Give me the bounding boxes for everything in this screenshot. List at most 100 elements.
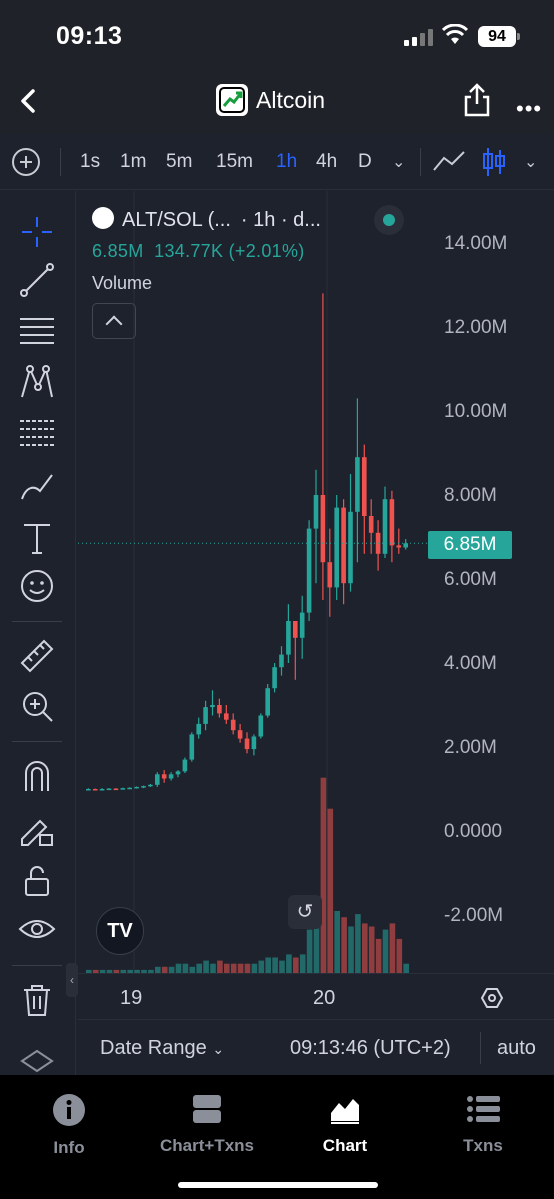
- trend-line-icon[interactable]: [18, 261, 56, 299]
- candle-body: [237, 730, 243, 739]
- chart-area[interactable]: ALT/SOL (... · 1h · d... 6.85M 134.77K (+…: [78, 191, 554, 973]
- chart-settings-icon[interactable]: [480, 986, 504, 1010]
- zoom-in-icon[interactable]: [18, 687, 56, 725]
- volume-bar: [293, 957, 299, 973]
- trash-icon[interactable]: [18, 981, 56, 1019]
- volume-bar: [299, 954, 306, 973]
- interval-d[interactable]: D: [358, 151, 372, 172]
- list-icon: [467, 1096, 500, 1122]
- candle-body: [196, 723, 201, 735]
- tab-chart[interactable]: Chart: [276, 1093, 414, 1156]
- line-chart-icon[interactable]: [432, 148, 466, 174]
- time-axis[interactable]: 19 20: [78, 973, 554, 1019]
- candle-body: [348, 511, 353, 584]
- candle-body: [362, 457, 367, 516]
- y-tick-label: 10.00M: [444, 401, 508, 422]
- volume-bar: [161, 966, 168, 973]
- candle-body: [189, 734, 195, 760]
- fib-retracement-icon[interactable]: [18, 415, 56, 453]
- volume-bar: [341, 917, 347, 973]
- volume-bar: [237, 963, 244, 973]
- volume-bar: [279, 960, 285, 973]
- pattern-icon[interactable]: [18, 363, 56, 401]
- tradingview-logo[interactable]: TV: [96, 907, 144, 955]
- candle-body: [155, 774, 160, 785]
- lock-drawing-icon[interactable]: [18, 809, 56, 847]
- y-tick-label: 6.00M: [444, 569, 497, 590]
- volume-bar: [120, 969, 127, 973]
- volume-bar: [348, 926, 354, 973]
- interval-1m[interactable]: 1m: [120, 151, 147, 172]
- candle-body: [92, 789, 98, 791]
- market-status-icon[interactable]: [374, 205, 404, 235]
- emoji-icon[interactable]: [18, 567, 56, 605]
- interval-1s[interactable]: 1s: [80, 151, 101, 172]
- volume-bar: [244, 963, 251, 973]
- status-bar: 09:13 94: [0, 0, 554, 72]
- magnet-icon[interactable]: [18, 757, 56, 795]
- interval-toolbar: 1s 1m 5m 15m 1h 4h D ⌄ ⌄: [0, 134, 554, 190]
- back-button[interactable]: [14, 86, 44, 116]
- chart-type-dropdown-icon[interactable]: ⌄: [524, 154, 538, 171]
- y-tick-label: -2.00M: [444, 905, 504, 926]
- tab-txns[interactable]: Txns: [414, 1093, 552, 1156]
- signal-icon: [404, 28, 434, 46]
- home-indicator: [178, 1182, 378, 1188]
- share-icon[interactable]: [462, 82, 492, 118]
- candle-body: [175, 771, 181, 775]
- candle-body: [168, 774, 174, 779]
- reset-chart-button[interactable]: ↺: [288, 895, 322, 929]
- interval-15m[interactable]: 15m: [216, 151, 253, 172]
- volume-bar: [258, 960, 265, 973]
- volume-bar: [286, 954, 292, 973]
- date-range-label: Date Range: [100, 1037, 207, 1059]
- layers-icon[interactable]: [18, 1045, 56, 1083]
- chart-icon: [331, 1099, 359, 1124]
- interval-5m[interactable]: 5m: [166, 151, 193, 172]
- eye-icon[interactable]: [18, 911, 56, 949]
- volume-bar: [403, 963, 409, 973]
- tab-chart-txns[interactable]: Chart+Txns: [138, 1093, 276, 1156]
- crosshair-icon[interactable]: [18, 213, 56, 251]
- candlestick-icon[interactable]: [480, 146, 508, 178]
- auto-scale-toggle[interactable]: auto: [497, 1037, 536, 1059]
- divider: [480, 1032, 481, 1064]
- y-tick-label: 12.00M: [444, 317, 508, 338]
- add-symbol-button[interactable]: [12, 148, 40, 176]
- volume-indicator-label[interactable]: Volume: [92, 273, 153, 293]
- candle-body: [113, 788, 119, 791]
- volume-bar: [168, 966, 175, 973]
- volume-bar: [382, 929, 389, 973]
- interval-1h[interactable]: 1h: [276, 151, 298, 172]
- text-tool-icon[interactable]: [18, 519, 56, 557]
- interval-4h[interactable]: 4h: [316, 151, 338, 172]
- tab-label: Chart+Txns: [160, 1136, 254, 1155]
- candle-body: [265, 688, 270, 716]
- interval-dropdown-icon[interactable]: ⌄: [392, 154, 406, 171]
- volume-bar: [182, 963, 189, 973]
- volume-bar: [272, 957, 278, 973]
- altcoin-logo-icon: [216, 84, 248, 116]
- more-options-icon[interactable]: •••: [516, 96, 543, 121]
- brush-icon[interactable]: [18, 467, 56, 505]
- volume-bar: [106, 969, 113, 973]
- collapse-legend-button[interactable]: [92, 303, 136, 339]
- coin-icon: [92, 207, 114, 229]
- candle-body: [244, 738, 250, 750]
- parallel-lines-icon[interactable]: [18, 311, 56, 349]
- timezone-clock[interactable]: 09:13:46 (UTC+2): [290, 1037, 451, 1059]
- tab-label: Info: [53, 1138, 85, 1157]
- tab-info[interactable]: Info: [0, 1093, 138, 1158]
- candle-body: [127, 787, 132, 790]
- unlock-icon[interactable]: [18, 861, 56, 899]
- ruler-icon[interactable]: [18, 637, 56, 675]
- y-tick-label: 2.00M: [444, 737, 497, 758]
- volume-bar: [127, 969, 133, 973]
- collapse-toolbar-handle[interactable]: ‹: [66, 963, 78, 997]
- legend-values: 6.85M 134.77K (+2.01%): [92, 241, 305, 262]
- legend-price: 6.85M: [92, 241, 144, 261]
- info-icon: [53, 1094, 85, 1126]
- divider: [12, 965, 62, 966]
- legend-symbol[interactable]: ALT/SOL (... · 1h · d...: [92, 207, 321, 232]
- date-range-dropdown[interactable]: Date Range ⌄: [100, 1037, 224, 1060]
